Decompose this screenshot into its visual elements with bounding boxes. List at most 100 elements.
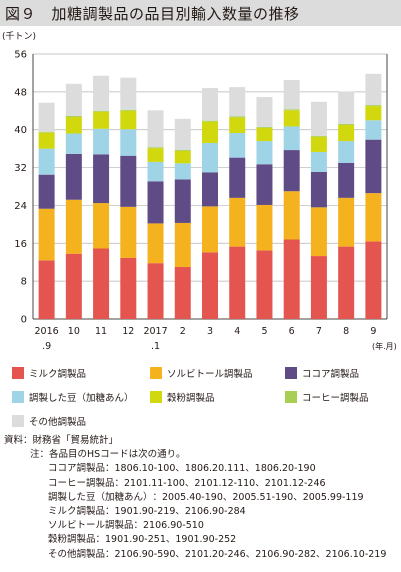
note-heading: 注：各品目のHSコードは次の通り。 (30, 449, 186, 461)
legend-swatch (285, 391, 297, 403)
bar-segment (120, 155, 137, 207)
legend-item: コーヒー調製品 (285, 390, 369, 404)
bar-segment (174, 118, 191, 151)
hs-code-values: ：1806.10-100、1806.20.111、1806.20-190 (105, 463, 316, 475)
y-tick-label: 24 (14, 201, 27, 212)
bar-segment (120, 257, 137, 319)
bar-segment (283, 109, 300, 111)
x-tick-label: 7 (316, 326, 322, 337)
legend-swatch (12, 415, 24, 427)
y-tick-label: 0 (21, 315, 27, 326)
bar-segment (256, 127, 273, 142)
bar-segment (202, 252, 218, 319)
bar-segment (256, 97, 273, 127)
x-tick-label: 9 (370, 326, 376, 337)
bar-segment (365, 120, 382, 140)
bar-segment (120, 77, 137, 110)
bar-segment (229, 133, 246, 158)
bar-segment (229, 117, 246, 134)
legend-swatch (12, 391, 24, 403)
legend-label: その他調製品 (29, 417, 87, 428)
legend-swatch (12, 367, 24, 379)
bar-segment (147, 181, 164, 224)
bar-segment (338, 124, 355, 125)
bar-segment (256, 141, 273, 165)
bar-segment (229, 116, 246, 118)
bar-segment (283, 126, 300, 151)
y-tick-label: 8 (21, 277, 27, 288)
bar-segment (283, 239, 300, 319)
hs-code-row: その他調製品：2106.90-590、2101.20-246、2106.90-2… (4, 548, 399, 562)
hs-code-values: ：2106.90-590、2101.20-246、2106.90-282、210… (105, 548, 387, 560)
x-tick-label: 3 (207, 326, 213, 337)
y-tick-label: 16 (14, 239, 27, 250)
bar-segment (365, 193, 382, 242)
bar-segment (202, 172, 218, 207)
legend-swatch (150, 391, 162, 403)
bar-segment (256, 164, 273, 205)
x-tick-sublabel: .1 (151, 341, 160, 352)
bar-segment (38, 132, 55, 149)
legend-item: その他調製品 (12, 414, 86, 428)
hs-code-item-label: コーヒー調製品 (48, 477, 115, 489)
y-tick-label: 56 (14, 50, 27, 61)
bar-segment (147, 263, 164, 319)
hs-code-list: ココア調製品：1806.10-100、1806.20.111、1806.20-1… (4, 462, 399, 561)
bar-segment (310, 256, 327, 319)
x-tick-label: 10 (68, 326, 80, 337)
bar-segment (147, 161, 164, 182)
bar-segment (365, 106, 382, 121)
bar-segment (202, 120, 218, 122)
chart-legend: ミルク調製品 ソルビトール調製品 ココア調製品 調製した豆（加糖あん） 穀粉調製品 コーヒ… (0, 364, 401, 434)
bar-segment (93, 110, 110, 112)
bar-segment (147, 148, 164, 162)
bar-segment (174, 163, 191, 180)
x-tick-label: 5 (261, 326, 267, 337)
bar-segment (338, 162, 355, 198)
x-tick-label: 4 (234, 326, 240, 337)
hs-code-item-label: ミルク調製品 (48, 506, 106, 518)
bar-segment (338, 197, 355, 247)
legend-label: コーヒー調製品 (302, 393, 369, 404)
legend-swatch (150, 367, 162, 379)
bar-segment (202, 142, 218, 173)
bar-segment (65, 116, 82, 134)
bar-segment (174, 266, 191, 319)
hs-code-item-label: ココア調製品 (48, 463, 106, 475)
bar-segment (310, 207, 327, 257)
bar-segment (229, 246, 246, 319)
figure-title: 図９ 加糖調製品の品目別輸入数量の推移 (5, 5, 300, 23)
legend-item: ココア調製品 (285, 366, 359, 380)
legend-item: ソルビトール調製品 (150, 366, 253, 380)
x-axis-unit-label: (年.月) (372, 341, 397, 351)
legend-label: ココア調製品 (302, 369, 360, 380)
bar-segment (38, 102, 55, 133)
hs-code-item-label: 穀粉調製品 (48, 534, 96, 546)
bar-segment (202, 206, 218, 253)
bar-segment (120, 109, 137, 111)
hs-code-item-label: その他調製品 (48, 548, 106, 560)
bar-segment (256, 126, 273, 128)
x-tick-label: 2016 (35, 326, 59, 337)
x-tick-label: 8 (343, 326, 349, 337)
bar-segment (202, 121, 218, 143)
legend-label: ソルビトール調製品 (167, 369, 253, 380)
bar-segment (147, 147, 164, 149)
hs-code-values: ：1901.90-219、2106.90-284 (105, 506, 246, 518)
bar-segment (365, 73, 382, 106)
bar-segment (38, 148, 55, 175)
bar-segment (93, 203, 110, 249)
bar-segment (65, 115, 82, 117)
bar-segment (147, 110, 164, 148)
hs-code-values: ：2101.11-100、2101.12-110、2101.12-246 (114, 477, 326, 489)
legend-label: ミルク調製品 (29, 369, 87, 380)
y-tick-label: 48 (14, 87, 27, 98)
bar-segment (147, 223, 164, 264)
figure-notes: 資料：財務省「貿易統計」 注：各品目のHSコードは次の通り。 ココア調製品：18… (4, 434, 399, 562)
x-tick-label: 12 (122, 326, 134, 337)
bar-segment (229, 87, 246, 117)
bar-segment (174, 151, 191, 164)
bar-segment (174, 179, 191, 223)
bar-segment (229, 197, 246, 247)
